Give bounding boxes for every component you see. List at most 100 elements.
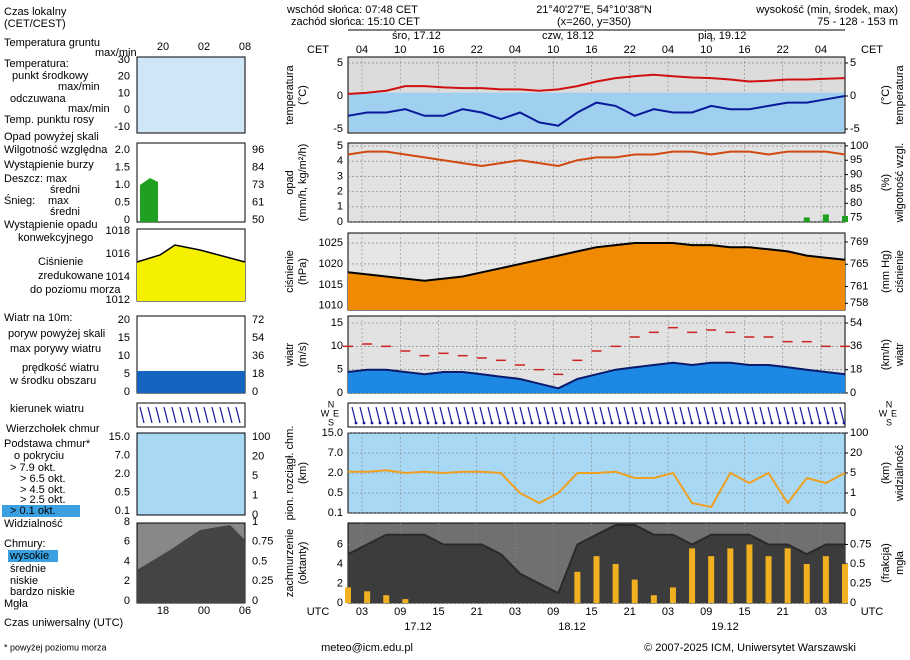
wind-arrow xyxy=(671,406,677,424)
wind-arrow xyxy=(351,406,357,424)
time-tick-label: 03 xyxy=(356,606,368,618)
legend-text: do poziomu morza xyxy=(30,284,121,296)
y-tick-label: 1010 xyxy=(319,300,343,312)
wind-arrow xyxy=(163,406,169,424)
y-tick-label: 1020 xyxy=(319,258,343,270)
wind-arrow-head xyxy=(842,421,846,425)
wind-arrow-head xyxy=(562,421,566,425)
legend-tick-label: 10 xyxy=(118,87,130,99)
legend-text: Mgła xyxy=(4,598,29,610)
time-tick-label: 10 xyxy=(394,44,406,56)
wind-arrow xyxy=(679,406,685,424)
axis-title: (km) xyxy=(297,462,309,484)
wind-arrow xyxy=(479,406,485,424)
y2-tick-label: 1 xyxy=(850,487,856,499)
wind-arrow-head xyxy=(762,421,766,425)
wind-arrow-head xyxy=(442,421,446,425)
time-tick-label: 21 xyxy=(471,606,483,618)
bar xyxy=(765,556,772,603)
compass-letter: E xyxy=(891,408,897,418)
wind-arrow xyxy=(503,406,509,424)
y2-tick-label: 54 xyxy=(850,317,862,329)
wind-arrow xyxy=(359,406,365,424)
wind-arrow xyxy=(391,406,397,424)
legend-tick-label: 72 xyxy=(252,314,264,326)
wind-arrow xyxy=(631,406,637,424)
wind-arrow xyxy=(187,406,193,424)
legend-tick-label: 1 xyxy=(252,489,258,501)
legend-time-tick: 20 xyxy=(157,41,169,53)
wind-arrow-head xyxy=(490,421,494,425)
wind-arrow-head xyxy=(730,421,734,425)
wind-arrow-head xyxy=(402,421,406,425)
y-tick-label: 1015 xyxy=(319,279,343,291)
legend-text: > 4.5 okt. xyxy=(20,484,66,496)
legend-text: w środku obszaru xyxy=(9,375,96,387)
wind-arrow-head xyxy=(818,421,822,425)
footnote: * powyżej poziomu morza xyxy=(4,642,107,652)
wind-arrow-head xyxy=(810,421,814,425)
legend-text: Wierzchołek chmur xyxy=(6,423,100,435)
legend-text: Wiatr na 10m: xyxy=(4,312,72,324)
mini-wind-area xyxy=(137,371,245,393)
y-tick-label: 0.5 xyxy=(328,487,343,499)
wind-arrow-head xyxy=(802,421,806,425)
legend-text: Czas uniwersalny (UTC) xyxy=(4,617,123,629)
time-tick-label: 03 xyxy=(815,606,827,618)
y2-tick-label: 95 xyxy=(850,154,862,166)
wind-arrow-head xyxy=(738,421,742,425)
compass-letter: E xyxy=(333,408,339,418)
axis-title: (frakcja) xyxy=(880,543,892,583)
legend-text: Widzialność xyxy=(4,518,63,530)
wind-arrow xyxy=(511,406,517,424)
wind-arrow xyxy=(703,406,709,424)
legend-text: zredukowane xyxy=(38,270,103,282)
y2-tick-label: 0 xyxy=(850,90,856,102)
wind-arrow xyxy=(839,406,845,424)
header-text: zachód słońca: 15:10 CET xyxy=(291,16,420,28)
legend-tick-label: 0 xyxy=(252,386,258,398)
y-tick-label: 10 xyxy=(331,340,343,352)
compass-letter: S xyxy=(328,417,334,427)
wind-arrow xyxy=(583,406,589,424)
legend-tick-label: 20 xyxy=(118,71,130,83)
y2-tick-label: 100 xyxy=(850,427,868,439)
y2-tick-label: 85 xyxy=(850,183,862,195)
y-tick-label: 2 xyxy=(337,186,343,198)
wind-arrow xyxy=(495,406,501,424)
wind-arrow-head xyxy=(826,421,830,425)
legend-text: prędkość wiatru xyxy=(22,362,99,374)
legend-text: Śnieg: xyxy=(4,194,35,207)
wind-arrow-head xyxy=(522,421,526,425)
wind-arrow xyxy=(695,406,701,424)
legend-tick-label: 1 xyxy=(252,516,258,528)
y-tick-label: 1025 xyxy=(319,237,343,249)
y2-tick-label: 18 xyxy=(850,364,862,376)
y2-tick-label: 0 xyxy=(850,387,856,399)
legend-text: Deszcz: max xyxy=(4,173,67,185)
y-tick-label: 4 xyxy=(337,155,343,167)
wind-arrow-head xyxy=(378,421,382,425)
wind-arrow-head xyxy=(586,421,590,425)
legend-text: Temperatura: xyxy=(4,58,69,70)
wind-arrow xyxy=(139,406,145,424)
y2-tick-label: 0 xyxy=(850,597,856,609)
wind-arrow xyxy=(179,406,185,424)
wind-arrow xyxy=(423,406,429,424)
wind-arrow-head xyxy=(434,421,438,425)
legend-text: Wilgotność względna xyxy=(4,144,108,156)
wind-arrow-head xyxy=(746,421,750,425)
date-label: śro, 17.12 xyxy=(392,30,441,42)
wind-arrow xyxy=(543,406,549,424)
wind-arrow xyxy=(687,406,693,424)
legend-text: wysokie xyxy=(9,550,49,562)
legend-text: Ciśnienie xyxy=(38,256,83,268)
wind-arrow-head xyxy=(474,421,478,425)
legend-text: Wystąpienie burzy xyxy=(4,159,94,171)
legend-time-tick: 00 xyxy=(198,605,210,617)
legend-text: bardzo niskie xyxy=(10,586,75,598)
bar xyxy=(784,548,791,603)
legend-text: (CET/CEST) xyxy=(4,18,66,30)
wind-arrow xyxy=(527,406,533,424)
wind-arrow xyxy=(227,406,233,424)
